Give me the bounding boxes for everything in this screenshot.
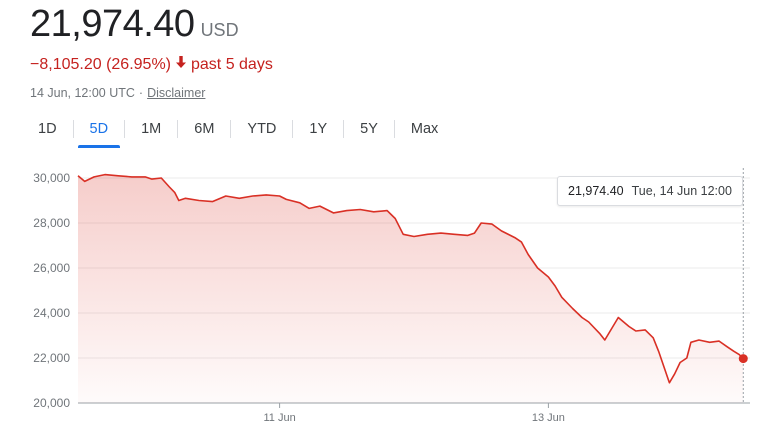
tab-1y[interactable]: 1Y	[309, 121, 328, 137]
tab-divider	[393, 120, 395, 138]
price-line	[77, 173, 744, 384]
tab-5y[interactable]: 5Y	[360, 121, 378, 137]
tab-divider	[72, 120, 74, 138]
timestamp: 14 Jun, 12:00 UTC	[30, 86, 135, 100]
price-change: −8,105.20 (26.95%)	[30, 55, 171, 73]
hover-tooltip: 21,974.40 Tue, 14 Jun 12:00	[557, 176, 743, 206]
tab-5d[interactable]: 5D	[74, 113, 125, 148]
y-tick-label: 22,000	[33, 351, 70, 365]
tab-1m[interactable]: 1M	[141, 121, 162, 137]
y-tick-label: 20,000	[33, 396, 70, 410]
price-change-row: −8,105.20 (26.95%) past 5 days	[30, 55, 273, 74]
tab-divider	[292, 120, 294, 138]
price-area	[78, 174, 744, 403]
price-header: 21,974.40 USD	[30, 3, 239, 46]
tab-divider	[230, 120, 232, 138]
x-tick-label: 13 Jun	[532, 412, 565, 424]
timestamp-row: 14 Jun, 12:00 UTC · Disclaimer	[30, 86, 205, 100]
tab-max[interactable]: Max	[410, 121, 439, 137]
x-tick-label: 11 Jun	[263, 412, 295, 424]
tab-divider	[124, 120, 126, 138]
y-tick-label: 24,000	[33, 306, 70, 320]
tab-6m[interactable]: 6M	[194, 121, 215, 137]
y-tick-label: 26,000	[33, 261, 70, 275]
currency-label: USD	[200, 20, 239, 40]
tab-divider	[343, 120, 345, 138]
tooltip-date: Tue, 14 Jun 12:00	[631, 184, 732, 198]
current-point-marker	[738, 354, 748, 364]
tab-ytd[interactable]: YTD	[247, 121, 277, 137]
disclaimer-link[interactable]: Disclaimer	[147, 86, 206, 100]
meta-separator: ·	[138, 86, 144, 100]
current-price: 21,974.40	[30, 3, 195, 45]
tab-1d[interactable]: 1D	[38, 121, 57, 137]
y-tick-label: 28,000	[33, 216, 70, 230]
change-period: past 5 days	[191, 55, 273, 73]
arrow-down-icon	[175, 55, 187, 74]
tab-divider	[177, 120, 179, 138]
y-tick-label: 30,000	[33, 171, 70, 185]
price-chart[interactable]: 30,000 28,000 26,000 24,000 22,000 20,000 11 J…	[0, 160, 768, 432]
range-tabs: 1D 5D 1M 6M YTD 1Y 5Y Max	[22, 112, 454, 148]
tooltip-value: 21,974.40	[568, 184, 624, 198]
